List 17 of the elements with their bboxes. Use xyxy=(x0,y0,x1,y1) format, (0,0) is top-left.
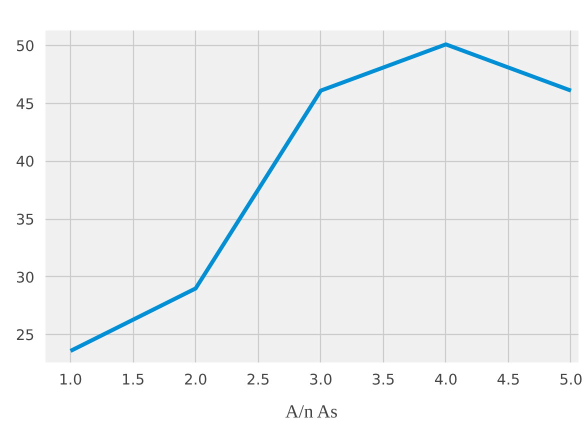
line-series xyxy=(68,42,573,353)
y-tick-label: 35 xyxy=(16,212,35,229)
x-tick-label: 5.0 xyxy=(559,372,583,388)
x-tick-label: 1.5 xyxy=(121,372,145,388)
x-axis-title: A/n As xyxy=(285,402,338,422)
y-tick-label: 25 xyxy=(16,327,35,344)
y-tick-label: 40 xyxy=(16,154,35,171)
x-tick-label: 3.5 xyxy=(372,372,395,388)
x-tick-label: 4.5 xyxy=(496,372,520,388)
x-tick-label: 3.0 xyxy=(309,372,332,388)
x-tick-label: 2.0 xyxy=(184,372,208,388)
y-tick-label: 45 xyxy=(16,96,35,113)
y-tick-label: 50 xyxy=(16,38,35,56)
x-tick-label: 4.0 xyxy=(434,372,458,388)
y-tick-label: 30 xyxy=(16,269,35,286)
x-tick-label: 2.5 xyxy=(246,372,270,388)
x-tick-label: 1.0 xyxy=(58,372,82,388)
